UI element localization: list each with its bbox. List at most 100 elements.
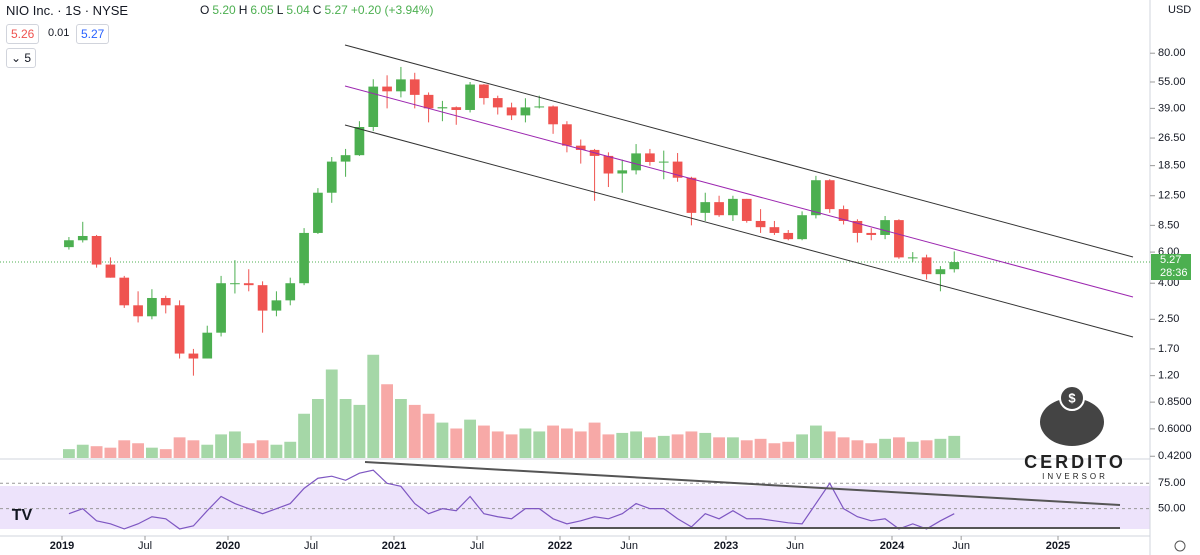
quote-label: H: [238, 3, 248, 17]
candle-body: [313, 192, 323, 233]
candle-body: [437, 107, 448, 109]
volume-bar: [76, 444, 89, 458]
volume-bar: [104, 447, 117, 458]
y-tick-label: 8.50: [1158, 219, 1179, 231]
candle-body: [921, 257, 932, 275]
candle-body: [285, 283, 296, 301]
volume-bar: [491, 431, 504, 458]
rsi-line: [68, 469, 955, 530]
candle-body: [147, 297, 157, 317]
volume-bar: [187, 440, 200, 458]
volume-bar: [478, 425, 490, 458]
candle-body: [935, 269, 946, 275]
candle-body: [133, 305, 143, 317]
volume-bar: [325, 369, 338, 458]
candle-body: [728, 198, 738, 216]
quote-label: O: [200, 3, 210, 17]
volume-bar: [519, 428, 532, 458]
volume-bar: [381, 384, 393, 458]
volume-bar: [547, 425, 559, 458]
candle-body: [396, 79, 406, 92]
quote-value: 6.05: [250, 3, 274, 17]
candle-body: [119, 277, 130, 306]
volume-bar: [713, 437, 725, 458]
volume-bar: [298, 413, 310, 458]
candle-body: [603, 155, 614, 174]
x-tick-label: 2022: [548, 540, 572, 552]
volume-bar: [395, 399, 407, 458]
volume-bar: [865, 443, 878, 458]
countdown: 28:36: [1160, 267, 1188, 279]
candle-body: [617, 170, 628, 174]
candle-body: [866, 232, 877, 235]
volume-bar: [256, 440, 269, 458]
volume-bar: [561, 428, 573, 458]
candle-body: [216, 283, 226, 333]
x-tick-label: 2023: [714, 540, 738, 552]
y-tick-label: 55.00: [1158, 76, 1186, 88]
candle-body: [741, 198, 752, 221]
candle-body: [548, 106, 558, 125]
volume-bar: [588, 422, 601, 458]
volume-bar: [284, 441, 297, 458]
volume-bar: [671, 434, 684, 458]
y-tick-label: 12.50: [1158, 190, 1186, 202]
candle-body: [382, 86, 392, 92]
volume-bar: [782, 441, 795, 458]
candle-body: [811, 180, 821, 216]
ask[interactable]: 5.27: [76, 24, 110, 44]
candle-body: [797, 215, 807, 240]
volume-bar: [657, 435, 670, 458]
settings-icon[interactable]: [1174, 540, 1186, 552]
bid[interactable]: 5.26: [6, 24, 40, 44]
candle-body: [783, 232, 794, 240]
y-tick-label: 39.00: [1158, 102, 1186, 114]
volume-bar: [229, 431, 241, 458]
volume-bar: [408, 404, 421, 458]
candle-body: [534, 106, 545, 108]
symbol: NIO Inc. · 1S · NYSE: [6, 3, 129, 18]
candle-body: [299, 232, 309, 284]
watermark-title: CERDITO: [1024, 452, 1126, 472]
y-tick-label: 2.50: [1158, 313, 1179, 325]
price-tag-box: [1151, 254, 1191, 280]
x-tick-label: 2019: [50, 540, 74, 552]
svg-text:$: $: [1068, 390, 1076, 405]
volume-bar: [602, 434, 615, 458]
x-tick-label: Jun: [952, 540, 970, 552]
candle-body: [465, 84, 475, 110]
candle-body: [520, 107, 531, 116]
quote: O 5.20 H 6.05 L 5.04 C 5.27 +0.20 (+3.94%): [200, 3, 437, 17]
volume-bar: [823, 431, 836, 458]
candle-body: [838, 209, 849, 221]
candle-body: [160, 297, 171, 306]
volume-bar: [879, 438, 891, 458]
candle-body: [451, 107, 462, 110]
volume-bar: [644, 437, 656, 458]
x-tick-label: 2025: [1046, 540, 1070, 552]
volume-bar: [740, 440, 753, 458]
indicators-toggle[interactable]: ⌄ 5: [6, 48, 37, 68]
candle-body: [492, 98, 503, 108]
y-tick-label: 80.00: [1158, 47, 1186, 59]
candle-body: [575, 145, 586, 150]
volume-bar: [90, 446, 103, 458]
plot-area: 80.00 55.00 39.00 26.50 18.50 12.50 8.50 6.00 4.…: [0, 47, 1192, 552]
candle-body: [326, 161, 337, 193]
rsi-tick-label: 50.00: [1158, 503, 1186, 515]
x-tick-label: Jul: [138, 540, 152, 552]
y-tick-label: 18.50: [1158, 160, 1186, 172]
quote-value: 5.27: [324, 3, 348, 17]
volume-bar: [837, 437, 850, 458]
volume-bar: [159, 449, 172, 458]
y-tick-label: 6.00: [1158, 246, 1179, 258]
candle-body: [645, 153, 655, 162]
candle-body: [64, 240, 74, 248]
change: +0.20 (+3.94%): [350, 3, 434, 17]
candle-body: [91, 235, 102, 265]
candle-body: [949, 262, 960, 270]
volume-bar: [948, 435, 961, 458]
quote-label: L: [276, 3, 284, 17]
